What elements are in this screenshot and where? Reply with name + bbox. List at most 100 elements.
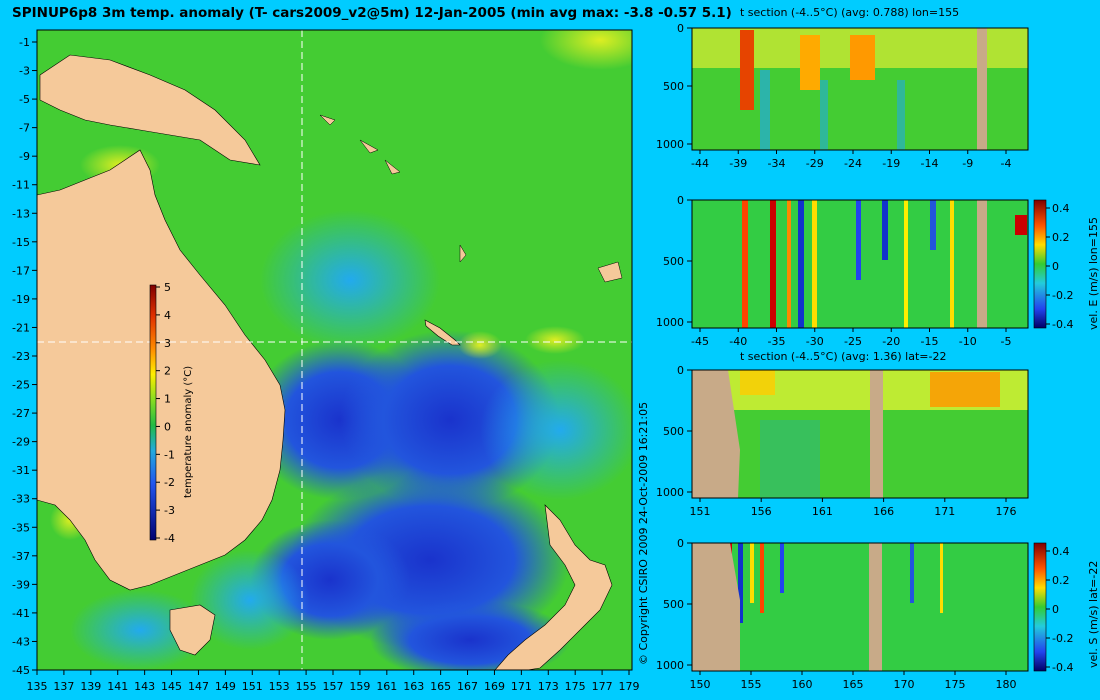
map-y-tick-label: -17	[12, 264, 30, 277]
panel-x-tick-label: 156	[751, 505, 772, 518]
colorbar-tick-label: 1	[164, 393, 171, 406]
map-y-tick-label: -19	[12, 293, 30, 306]
panel-colorbar-tick-label: 0.2	[1052, 231, 1070, 244]
panel-x-tick-label: -40	[729, 335, 747, 348]
map-x-tick-label: 137	[53, 680, 74, 693]
colorbar-label: temperature anomaly (°C)	[183, 365, 194, 498]
panel-x-tick-label: 160	[792, 678, 813, 691]
panel-x-tick-label: -9	[962, 157, 973, 170]
panel-x-tick-label: -24	[844, 157, 862, 170]
map-colorbar	[149, 284, 157, 541]
panel-x-tick-label: 166	[873, 505, 894, 518]
panel-x-tick-label: -44	[691, 157, 709, 170]
panel-y-tick-label: 500	[663, 255, 684, 268]
panel-x-tick-label: 155	[741, 678, 762, 691]
panel-x-tick-label: 161	[812, 505, 833, 518]
map-x-tick-label: 163	[403, 680, 424, 693]
map-y-tick-label: -21	[12, 321, 30, 334]
colorbar-tick-label: -4	[164, 532, 175, 545]
panel-x-tick-label: -39	[729, 157, 747, 170]
map-x-tick-label: 173	[538, 680, 559, 693]
map-y-tick-label: -27	[12, 407, 30, 420]
map-y-tick-label: -11	[12, 179, 30, 192]
map-x-tick-label: 141	[107, 680, 128, 693]
panel-x-tick-label: 170	[894, 678, 915, 691]
map-y-tick-label: -3	[19, 65, 30, 78]
colorbar-tick-label: 4	[164, 309, 171, 322]
panel-colorbar-tick-label: 0	[1052, 603, 1059, 616]
panel-y-tick-label: 1000	[656, 138, 684, 151]
panel-x-tick-label: -35	[768, 335, 786, 348]
panel-x-tick-label: 175	[945, 678, 966, 691]
panel-colorbar-tick-label: 0	[1052, 260, 1059, 273]
map-x-tick-label: 145	[161, 680, 182, 693]
map-y-tick-label: -33	[12, 493, 30, 506]
map-x-tick-label: 157	[323, 680, 344, 693]
colorbar-tick-label: -1	[164, 448, 175, 461]
land-new-guinea	[39, 54, 261, 166]
map-x-tick-label: 165	[430, 680, 451, 693]
map-x-tick-label: 135	[27, 680, 48, 693]
panel-x-tick-label: -29	[806, 157, 824, 170]
map-y-tick-label: -31	[12, 464, 30, 477]
land-new-zealand	[494, 504, 613, 670]
panel-x-tick-label: -15	[921, 335, 939, 348]
map-y-tick-label: -13	[12, 207, 30, 220]
map-x-tick-label: 169	[484, 680, 505, 693]
panel-y-tick-label: 0	[677, 537, 684, 550]
map-x-tick-label: 179	[619, 680, 640, 693]
map-x-tick-label: 175	[565, 680, 586, 693]
colorbar-tick-label: -3	[164, 504, 175, 517]
map-x-tick-label: 147	[188, 680, 209, 693]
colorbar-tick-label: 2	[164, 365, 171, 378]
map-x-tick-label: 159	[349, 680, 370, 693]
copyright-text: © Copyright CSIRO 2009 24-Oct-2009 16:21…	[637, 401, 650, 665]
panel-x-tick-label: -10	[959, 335, 977, 348]
panel-y-tick-label: 500	[663, 598, 684, 611]
panel-vel-e	[691, 199, 1047, 329]
panel-y-tick-label: 0	[677, 364, 684, 377]
panel-x-tick-label: 176	[996, 505, 1017, 518]
map-y-tick-label: -29	[12, 436, 30, 449]
land-australia	[37, 149, 286, 591]
panel-x-tick-label: -14	[921, 157, 939, 170]
panel-x-tick-label: 165	[843, 678, 864, 691]
panel-y-tick-label: 500	[663, 425, 684, 438]
panel-colorbar-tick-label: -0.2	[1052, 289, 1073, 302]
map-y-tick-label: -43	[12, 635, 30, 648]
map-x-tick-label: 149	[215, 680, 236, 693]
map-x-tick-label: 177	[592, 680, 613, 693]
colorbar-tick-label: 3	[164, 337, 171, 350]
panel-colorbar-tick-label: 0.4	[1052, 545, 1070, 558]
map-x-tick-label: 139	[80, 680, 101, 693]
figure-title: SPINUP6p8 3m temp. anomaly (T- cars2009_…	[12, 5, 732, 21]
panel-colorbar-tick-label: -0.2	[1052, 632, 1073, 645]
panel-y-tick-label: 500	[663, 80, 684, 93]
panel-x-tick-label: -30	[806, 335, 824, 348]
panel-y-tick-label: 0	[677, 22, 684, 35]
panel-x-tick-label: -25	[844, 335, 862, 348]
panel-y-tick-label: 1000	[656, 316, 684, 329]
panel-3-title: t section (-4..5°C) (avg: 1.36) lat=-22	[740, 350, 947, 363]
panel-y-tick-label: 1000	[656, 486, 684, 499]
map-y-tick-label: -9	[19, 150, 30, 163]
map-y-tick-label: -23	[12, 350, 30, 363]
map-y-tick-label: -41	[12, 607, 30, 620]
panel-x-tick-label: 150	[690, 678, 711, 691]
map-x-tick-label: 151	[242, 680, 263, 693]
land-new-caledonia	[424, 319, 461, 346]
panel-4-side-label: vel. S (m/s) lat=-22	[1087, 560, 1100, 668]
panel-x-tick-label: -4	[1001, 157, 1012, 170]
map-x-tick-label: 167	[457, 680, 478, 693]
colorbar-tick-label: 5	[164, 281, 171, 294]
panel-x-tick-label: -45	[691, 335, 709, 348]
map-y-tick-label: -25	[12, 379, 30, 392]
panel-colorbar-tick-label: -0.4	[1052, 318, 1073, 331]
map-y-tick-label: -37	[12, 550, 30, 563]
map-y-tick-label: -1	[19, 36, 30, 49]
land-tasmania	[169, 604, 216, 656]
panel-colorbar-tick-label: 0.2	[1052, 574, 1070, 587]
map-x-tick-label: 143	[134, 680, 155, 693]
panel-2-side-label: vel. E (m/s) lon=155	[1087, 217, 1100, 330]
